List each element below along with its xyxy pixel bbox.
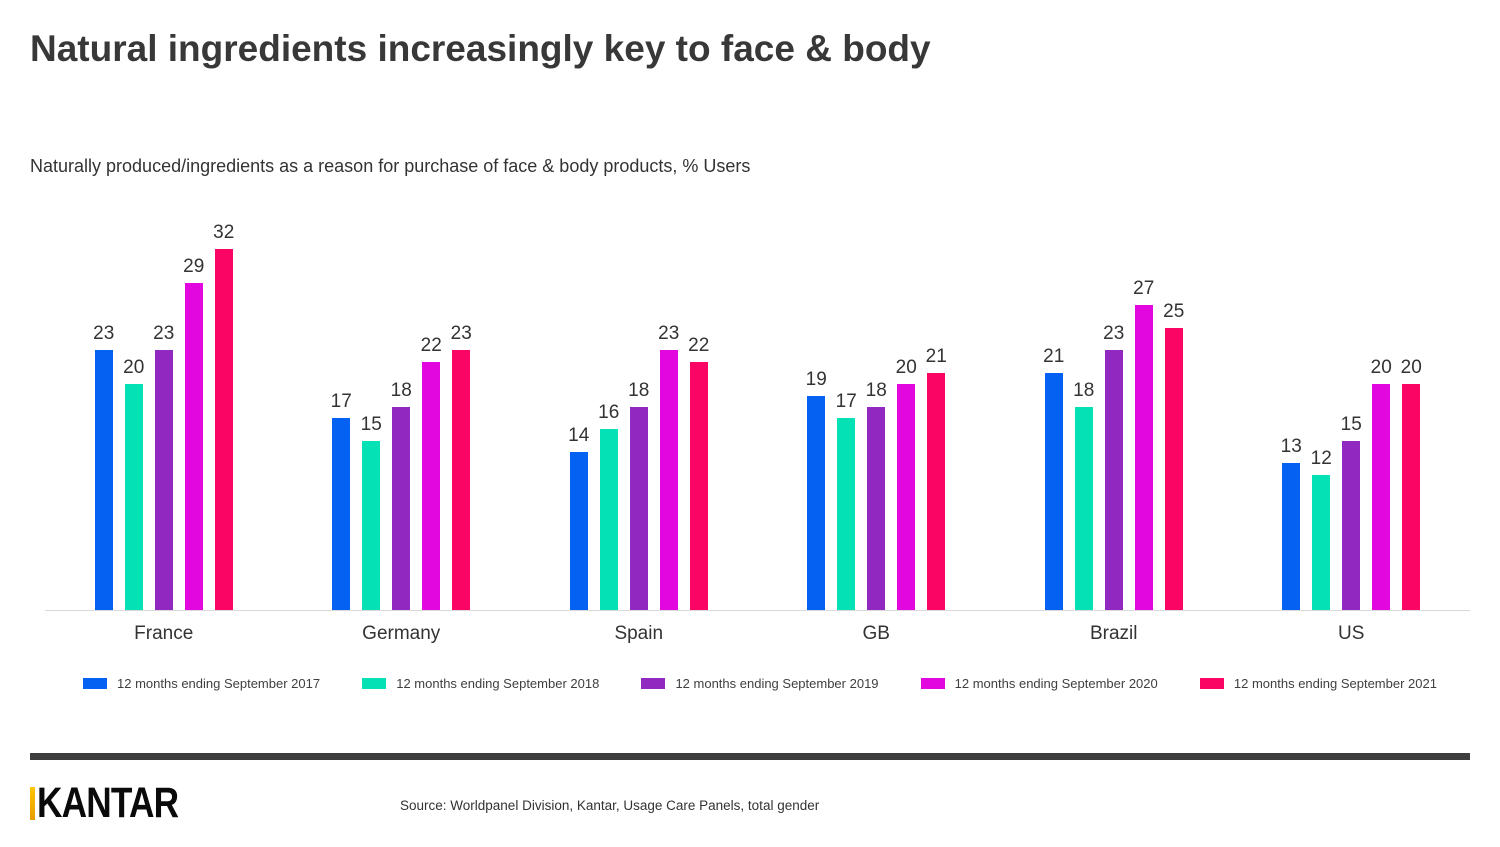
bar: 23 bbox=[1103, 323, 1124, 610]
category-label: France bbox=[134, 623, 194, 644]
legend-swatch bbox=[83, 678, 107, 689]
bar-value-label: 20 bbox=[123, 357, 145, 379]
legend-item: 12 months ending September 2017 bbox=[83, 676, 320, 691]
bar: 23 bbox=[451, 323, 472, 610]
kantar-logo-text: KANTAR bbox=[37, 779, 179, 827]
bar-value-label: 27 bbox=[1133, 278, 1155, 300]
bar-value-label: 21 bbox=[925, 346, 947, 367]
category-label: GB bbox=[862, 623, 890, 644]
kantar-logo: KANTAR bbox=[30, 779, 209, 827]
bar-value-label: 20 bbox=[1370, 357, 1392, 379]
bar: 19 bbox=[806, 369, 827, 610]
bar: 18 bbox=[866, 380, 887, 610]
bar-group-spain: 14 16 18 23 22 Spain bbox=[568, 215, 709, 644]
chart-subtitle: Naturally produced/ingredients as a reas… bbox=[30, 156, 751, 176]
bar: 32 bbox=[213, 222, 234, 610]
bar: 21 bbox=[1043, 346, 1064, 610]
category-label: Brazil bbox=[1089, 623, 1138, 644]
bar-value-label: 23 bbox=[450, 323, 472, 345]
legend-label: 12 months ending September 2018 bbox=[396, 676, 600, 691]
bar: 20 bbox=[1401, 357, 1422, 610]
legend-label: 12 months ending September 2019 bbox=[675, 676, 879, 691]
legend-swatch bbox=[920, 678, 945, 689]
bar: 21 bbox=[926, 346, 947, 610]
bar-value-label: 25 bbox=[1163, 300, 1185, 322]
bar-value-label: 21 bbox=[1043, 346, 1065, 367]
bar: 18 bbox=[391, 380, 412, 610]
bar: 23 bbox=[153, 323, 174, 610]
bar: 17 bbox=[836, 391, 857, 610]
bar-value-label: 20 bbox=[895, 357, 917, 379]
bar-group-us: 13 12 15 20 20 US bbox=[1281, 215, 1422, 644]
bar-value-label: 22 bbox=[688, 334, 710, 356]
bar: 29 bbox=[183, 256, 204, 610]
bar-group-brazil: 21 18 23 27 25 Brazil bbox=[1043, 215, 1184, 644]
bar: 14 bbox=[568, 425, 589, 610]
bar: 16 bbox=[598, 402, 619, 610]
bar: 13 bbox=[1281, 436, 1302, 610]
bar: 15 bbox=[361, 414, 382, 610]
legend-swatch bbox=[362, 678, 387, 689]
bar-value-label: 18 bbox=[865, 379, 887, 401]
bar-group-france: 23 20 23 29 32 France bbox=[93, 215, 234, 644]
bar-value-label: 18 bbox=[628, 379, 650, 401]
bar: 17 bbox=[331, 391, 352, 610]
legend-label: 12 months ending September 2020 bbox=[954, 676, 1158, 691]
category-label: Spain bbox=[614, 623, 664, 644]
bar: 27 bbox=[1133, 278, 1154, 610]
bar-value-label: 18 bbox=[390, 379, 412, 401]
bar-value-label: 23 bbox=[658, 323, 680, 345]
bar: 20 bbox=[1371, 357, 1392, 610]
legend-swatch bbox=[1199, 678, 1224, 689]
bar: 20 bbox=[896, 357, 917, 610]
footer-divider bbox=[30, 753, 1470, 760]
bar-value-label: 15 bbox=[360, 413, 382, 435]
legend-item: 12 months ending September 2018 bbox=[362, 676, 599, 691]
bar-value-label: 17 bbox=[330, 391, 352, 413]
bar: 18 bbox=[628, 380, 649, 610]
bar: 23 bbox=[93, 323, 114, 610]
bar: 18 bbox=[1073, 380, 1094, 610]
bar-value-label: 14 bbox=[568, 425, 590, 446]
legend-label: 12 months ending September 2017 bbox=[117, 676, 321, 691]
bar-value-label: 32 bbox=[213, 221, 235, 243]
bar-value-label: 15 bbox=[1340, 413, 1362, 435]
bar: 15 bbox=[1341, 414, 1362, 610]
bar-value-label: 13 bbox=[1280, 436, 1302, 458]
bar-value-label: 23 bbox=[153, 323, 175, 345]
chart-legend: 12 months ending September 2017 12 months… bbox=[83, 676, 1437, 691]
bar-value-label: 18 bbox=[1073, 379, 1095, 401]
bar-value-label: 12 bbox=[1310, 447, 1332, 469]
bar-value-label: 20 bbox=[1400, 357, 1422, 379]
category-label: Germany bbox=[362, 623, 441, 644]
bar-value-label: 23 bbox=[1103, 323, 1125, 345]
legend-item: 12 months ending September 2019 bbox=[641, 676, 879, 691]
bar: 22 bbox=[688, 335, 709, 610]
page-title: Natural ingredients increasingly key to … bbox=[30, 28, 931, 69]
bar-value-label: 23 bbox=[93, 323, 115, 345]
bar: 23 bbox=[658, 323, 679, 610]
bar-value-label: 17 bbox=[835, 391, 857, 413]
kantar-logo-yellow-stem bbox=[30, 787, 35, 820]
legend-label: 12 months ending September 2021 bbox=[1233, 676, 1437, 691]
category-label: US bbox=[1338, 623, 1365, 644]
bar-value-label: 22 bbox=[420, 334, 442, 356]
bar-group-gb: 19 17 18 20 21 GB bbox=[806, 215, 947, 644]
bar-value-label: 19 bbox=[805, 368, 827, 390]
bar-group-germany: 17 15 18 22 23 Germany bbox=[331, 215, 472, 644]
bar-chart: 23 20 23 29 32 France 17 15 18 22 23 Germany 14 16 18 2… bbox=[45, 215, 1470, 644]
legend-item: 12 months ending September 2020 bbox=[920, 676, 1158, 691]
bar: 20 bbox=[123, 357, 144, 610]
x-axis-line bbox=[45, 610, 1470, 611]
bar: 25 bbox=[1163, 301, 1184, 610]
bar-value-label: 16 bbox=[598, 402, 620, 424]
source-note: Source: Worldpanel Division, Kantar, Usa… bbox=[400, 798, 820, 813]
legend-swatch bbox=[641, 678, 666, 689]
legend-item: 12 months ending September 2021 bbox=[1199, 676, 1437, 691]
bar: 22 bbox=[421, 335, 442, 610]
bar: 12 bbox=[1311, 448, 1332, 610]
bar-value-label: 29 bbox=[183, 255, 205, 277]
